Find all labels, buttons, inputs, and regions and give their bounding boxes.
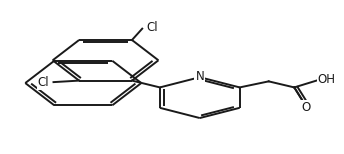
- Text: N: N: [195, 70, 204, 83]
- Text: Cl: Cl: [146, 21, 158, 34]
- Text: Cl: Cl: [37, 76, 49, 89]
- Text: OH: OH: [318, 73, 336, 86]
- Text: O: O: [302, 101, 311, 113]
